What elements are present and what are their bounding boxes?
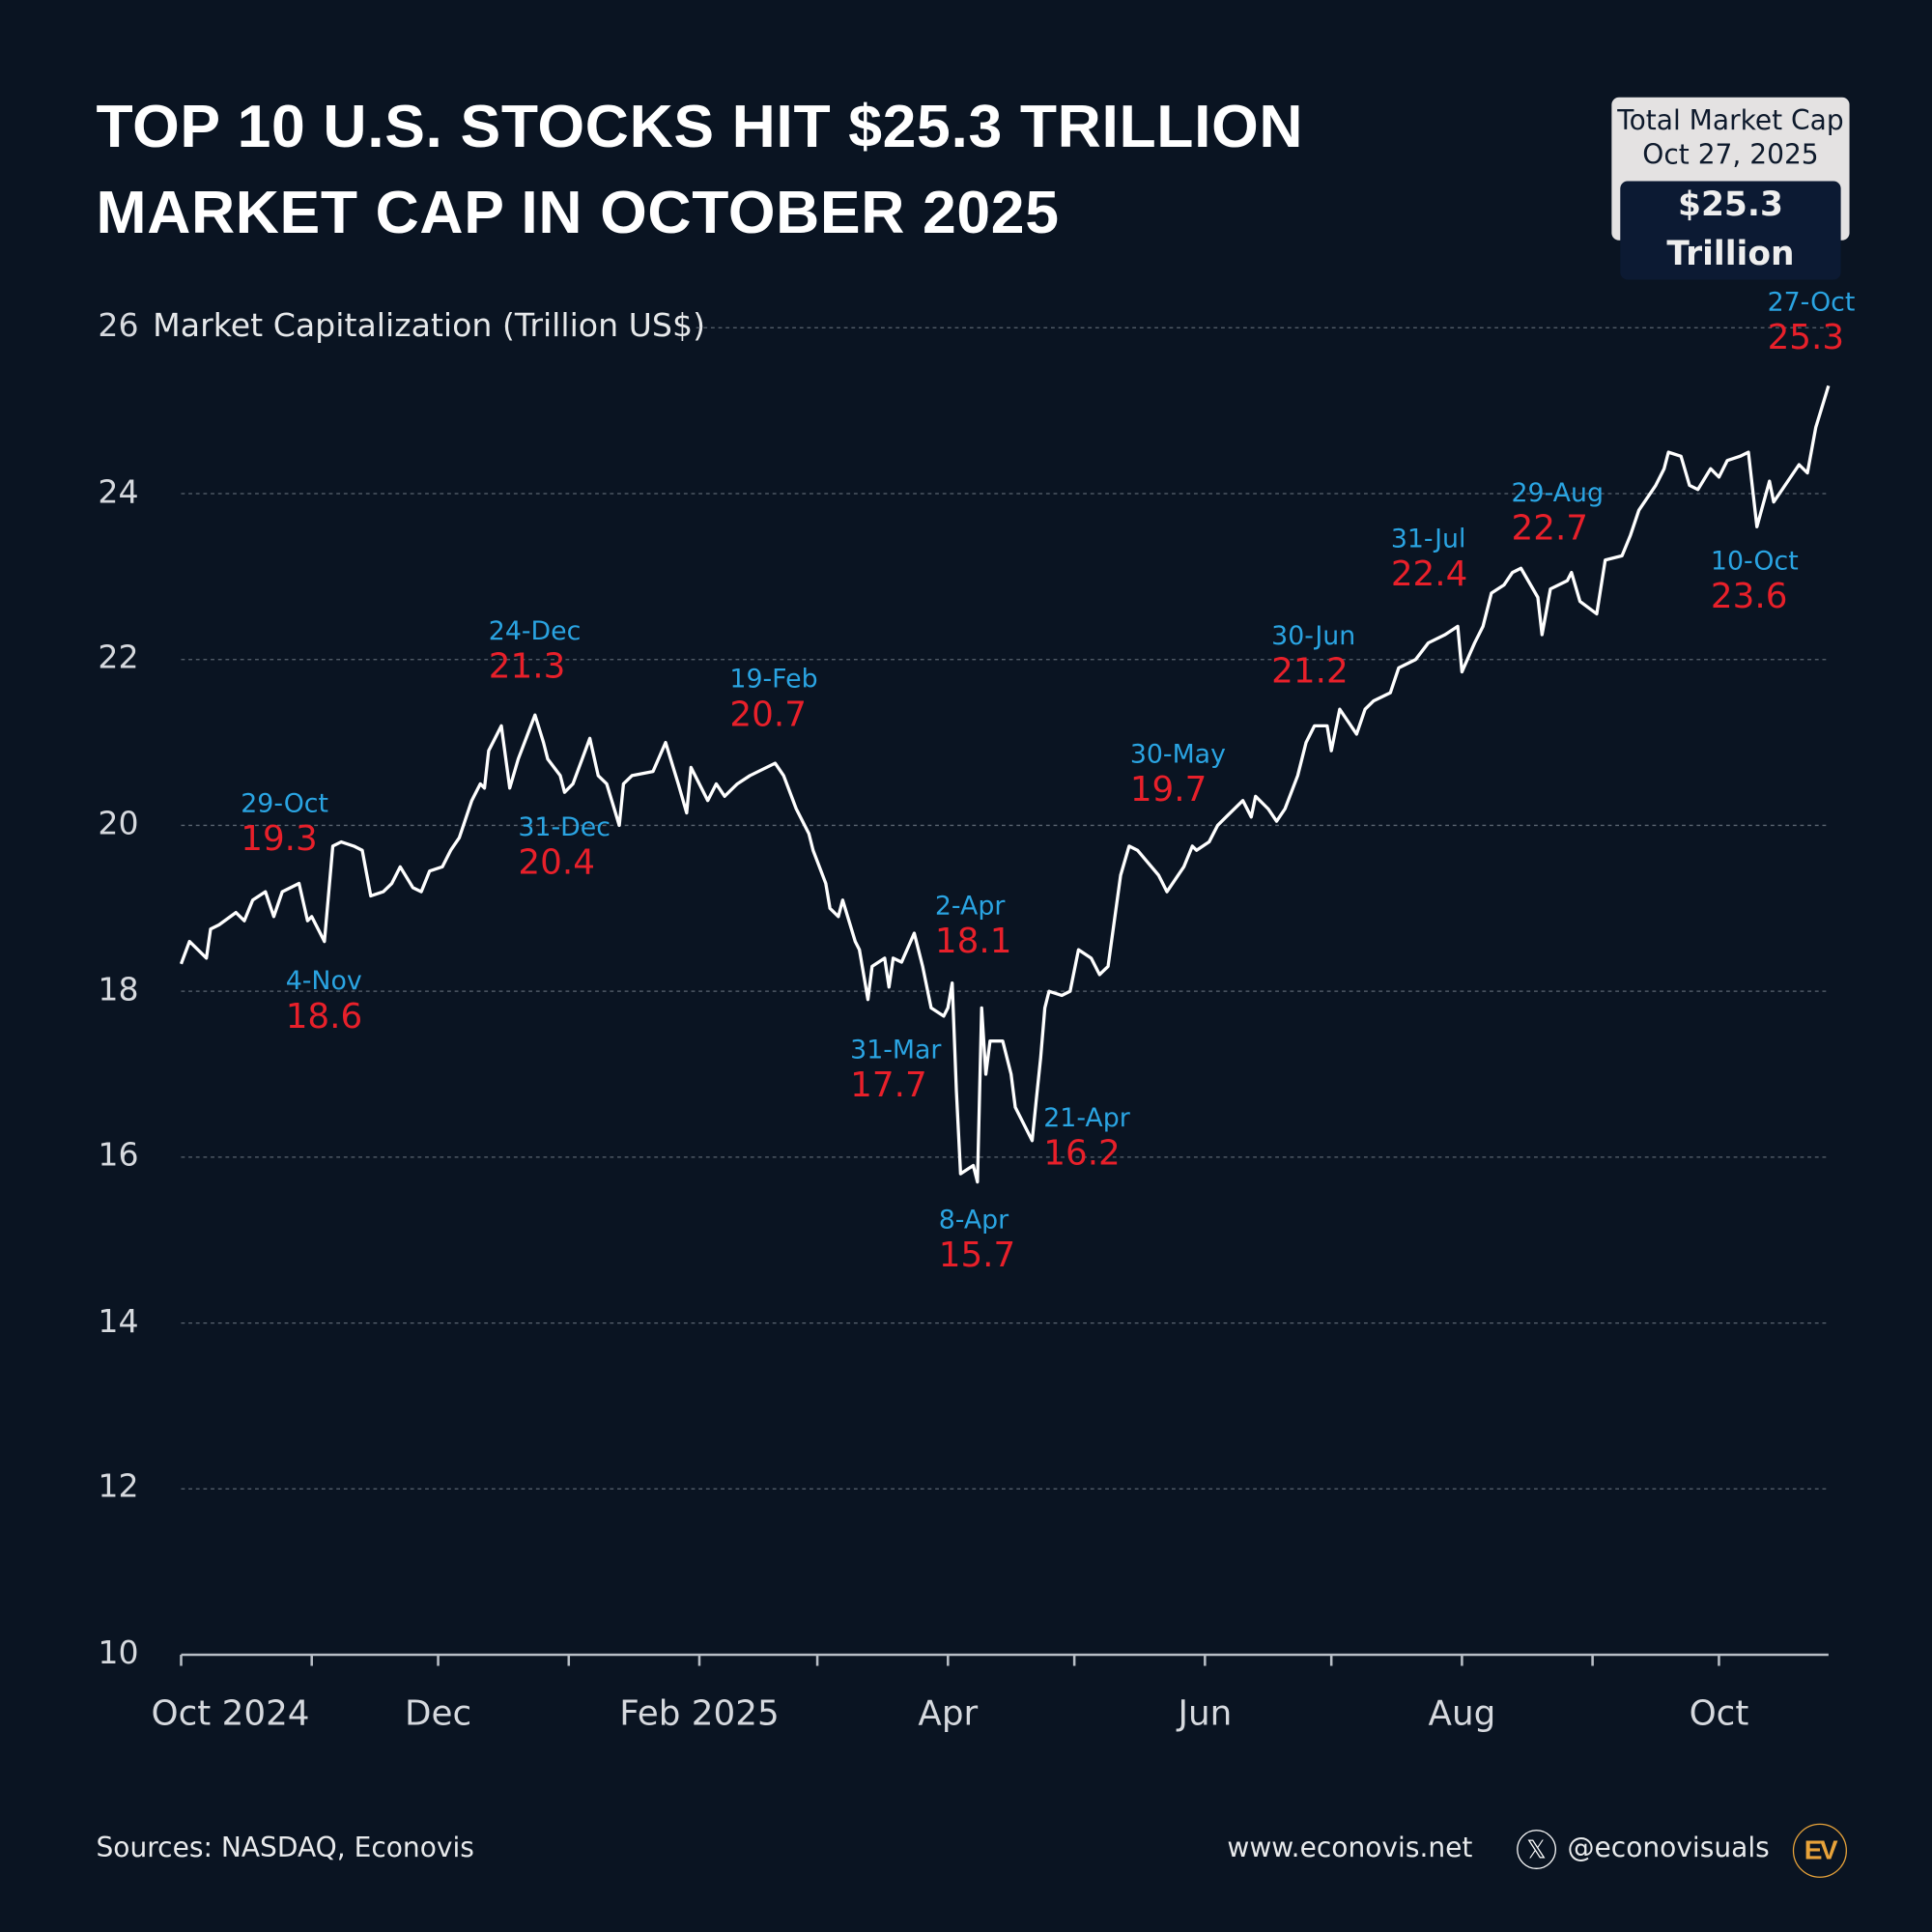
econovis-logo: EV	[1792, 1823, 1847, 1878]
annotation-date: 31-Jul	[1390, 524, 1466, 554]
annotation-value: 18.6	[285, 995, 363, 1037]
social-handle[interactable]: @econovisuals	[1567, 1833, 1770, 1864]
annotation: 31-Jul 22.4	[1391, 524, 1468, 594]
y-tick-label: 24	[98, 473, 139, 511]
page-title: TOP 10 U.S. STOCKS HIT $25.3 TRILLION MA…	[96, 84, 1303, 257]
annotation-value: 19.7	[1129, 768, 1208, 810]
y-tick-label: 26	[98, 307, 139, 346]
x-tick-label: Dec	[404, 1692, 472, 1734]
annotation-value: 21.3	[488, 645, 566, 687]
total-market-cap-callout: Total Market Cap Oct 27, 2025 $25.3 Tril…	[1611, 97, 1850, 280]
title-line-2: MARKET CAP IN OCTOBER 2025	[96, 180, 1060, 247]
y-tick-label: 22	[98, 639, 139, 677]
website-link[interactable]: www.econovis.net	[1227, 1833, 1473, 1864]
callout-label: Total Market Cap	[1617, 105, 1844, 137]
callout-date: Oct 27, 2025	[1642, 140, 1819, 172]
annotation: 4-Nov 18.6	[286, 966, 363, 1037]
annotation-date: 10-Oct	[1710, 546, 1799, 576]
annotation-date: 2-Apr	[934, 891, 1006, 921]
annotation-value: 20.7	[729, 694, 807, 735]
annotation-value: 25.3	[1767, 316, 1845, 357]
annotation: 27-Oct 25.3	[1768, 287, 1856, 357]
annotation: 8-Apr 15.7	[939, 1205, 1016, 1275]
annotation-value: 19.3	[241, 817, 318, 860]
annotation: 21-Apr 16.2	[1043, 1103, 1130, 1174]
annotation: 31-Mar 17.7	[850, 1035, 941, 1105]
x-tick-label: Aug	[1428, 1692, 1496, 1734]
y-tick-label: 18	[98, 971, 139, 1009]
annotation: 19-Feb 20.7	[729, 664, 817, 734]
sources-text: Sources: NASDAQ, Econovis	[96, 1833, 474, 1864]
y-tick-label: 20	[98, 806, 139, 843]
annotation: 10-Oct 23.6	[1711, 546, 1799, 616]
annotation-date: 19-Feb	[729, 664, 818, 695]
annotation-value: 20.4	[518, 841, 595, 883]
annotation-date: 21-Apr	[1043, 1102, 1130, 1133]
x-tick-label: Jun	[1178, 1692, 1233, 1734]
annotation-date: 31-Dec	[518, 811, 611, 842]
annotation-date: 31-Mar	[850, 1035, 942, 1065]
annotation: 30-May 19.7	[1130, 739, 1226, 810]
y-tick-label: 16	[98, 1137, 139, 1175]
x-tick-label: Oct	[1689, 1692, 1749, 1734]
annotation-value: 22.7	[1511, 507, 1589, 549]
annotation-date: 30-May	[1129, 739, 1226, 769]
annotation-value: 21.2	[1271, 650, 1349, 692]
annotation-date: 30-Jun	[1271, 620, 1356, 651]
annotation-value: 18.1	[934, 920, 1012, 961]
annotation-date: 29-Aug	[1511, 477, 1604, 508]
annotation: 29-Aug 22.7	[1512, 478, 1604, 549]
annotation-value: 15.7	[938, 1235, 1016, 1276]
y-tick-label: 10	[98, 1634, 139, 1672]
annotation-date: 27-Oct	[1767, 287, 1856, 317]
title-line-1: TOP 10 U.S. STOCKS HIT $25.3 TRILLION	[96, 93, 1304, 160]
annotation: 29-Oct 19.3	[241, 788, 328, 859]
y-axis-title: Market Capitalization (Trillion US$)	[153, 307, 706, 346]
annotation-date: 24-Dec	[488, 615, 582, 646]
annotation: 2-Apr 18.1	[935, 891, 1012, 961]
annotation-date: 4-Nov	[285, 965, 362, 996]
x-tick-label: Apr	[918, 1692, 979, 1734]
market-cap-line	[179, 384, 1831, 1184]
annotation-value: 23.6	[1710, 575, 1788, 616]
annotation-value: 16.2	[1043, 1132, 1121, 1174]
annotation-value: 17.7	[850, 1065, 927, 1106]
annotation-value: 22.4	[1390, 553, 1468, 594]
annotation-date: 29-Oct	[241, 788, 329, 818]
x-logo-icon[interactable]: 𝕏	[1517, 1830, 1556, 1869]
callout-value: $25.3 Trillion	[1620, 181, 1841, 280]
annotation: 24-Dec 21.3	[489, 616, 582, 687]
y-tick-label: 14	[98, 1303, 139, 1341]
annotation: 31-Dec 20.4	[518, 812, 611, 883]
annotation: 30-Jun 21.2	[1271, 621, 1355, 692]
annotation-date: 8-Apr	[938, 1205, 1009, 1236]
y-tick-label: 12	[98, 1468, 139, 1507]
x-tick-label: Feb 2025	[619, 1692, 780, 1734]
x-tick-label: Oct 2024	[151, 1692, 310, 1734]
